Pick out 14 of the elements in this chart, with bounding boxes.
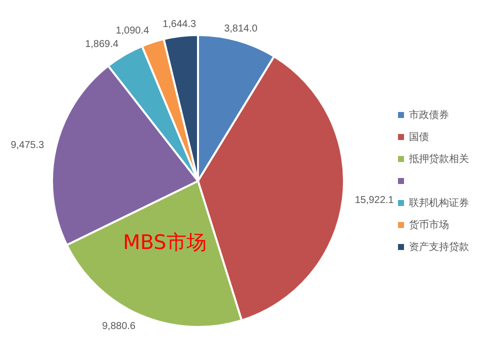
data-label: 1,644.3	[162, 18, 196, 30]
legend-label: 资产支持贷款	[409, 240, 469, 254]
legend-label: 国债	[409, 131, 429, 144]
legend-label: 货币市场	[409, 218, 449, 232]
data-label: 9,880.6	[102, 320, 136, 332]
legend-label: 市政债券	[409, 108, 449, 122]
data-label: 1,869.4	[85, 39, 119, 50]
data-label: 15,922.1	[354, 195, 394, 206]
data-label: 3,814.0	[224, 24, 258, 35]
text: MBS市场	[123, 230, 206, 254]
legend-label: 联邦机构证券	[409, 196, 469, 210]
data-label: 1,090.4	[116, 26, 150, 37]
data-label: 9,475.3	[10, 140, 44, 152]
legend-label: 抵押贷款相关	[409, 152, 469, 166]
